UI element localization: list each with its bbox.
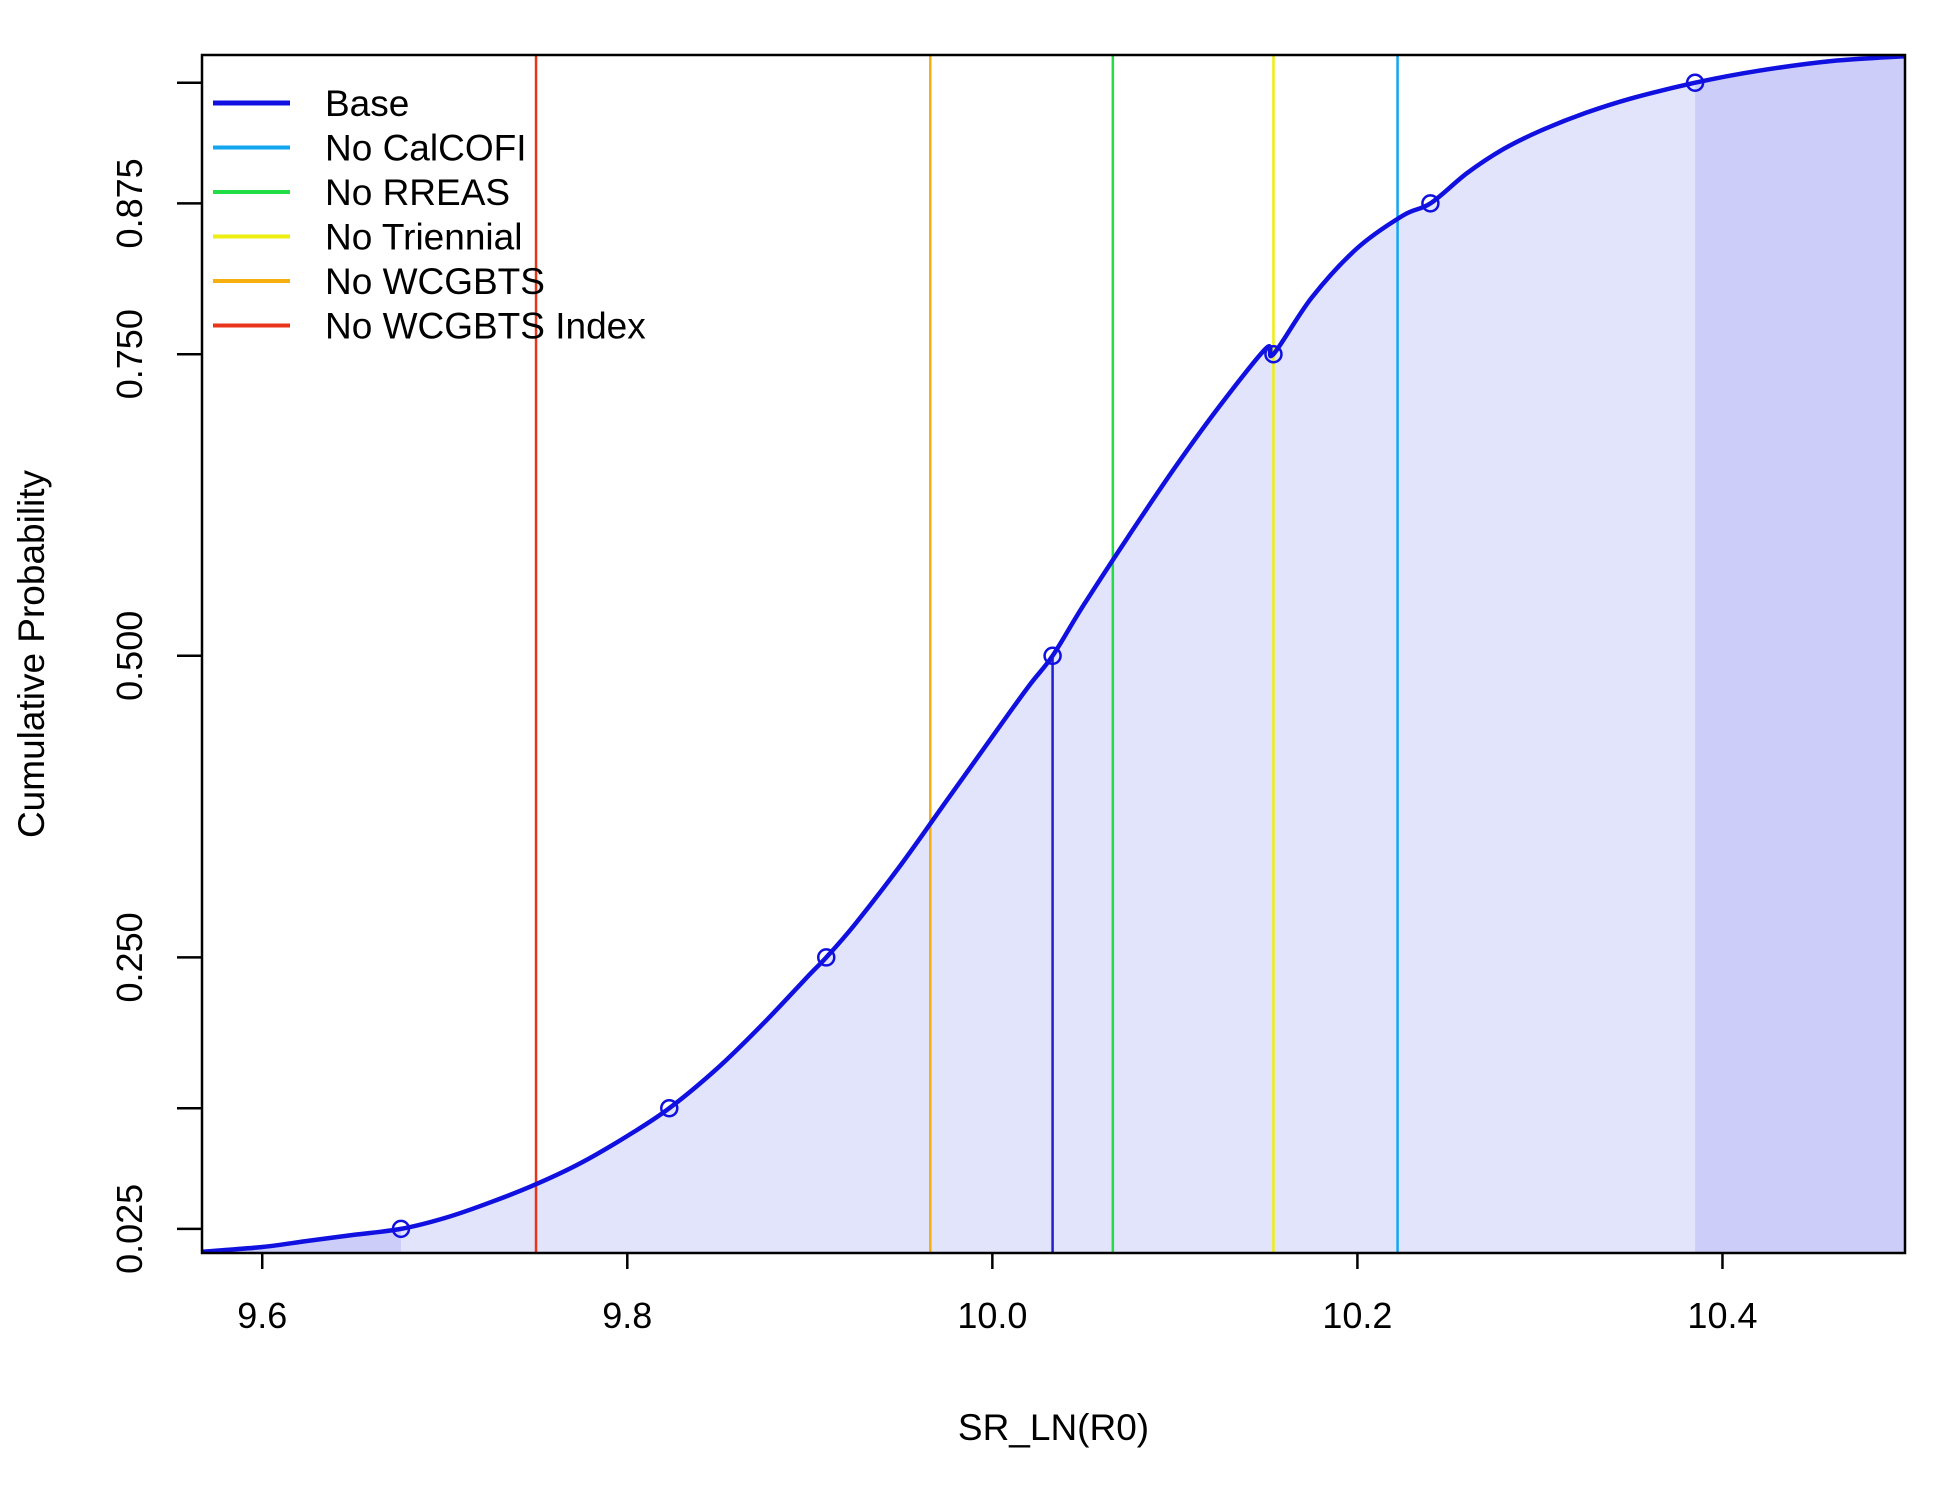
x-tick-label: 9.8 <box>602 1295 652 1336</box>
y-tick-label: 0.025 <box>109 1184 150 1274</box>
upper-tail-fill <box>1695 56 1905 1254</box>
quantile-point <box>1043 646 1062 666</box>
quantile-point <box>1421 194 1440 213</box>
x-tick-label: 10.4 <box>1687 1295 1757 1336</box>
x-tick-label: 10.2 <box>1322 1295 1392 1336</box>
plot-frame <box>200 53 1907 1255</box>
quantile-point <box>1264 344 1283 364</box>
base-cdf-line <box>201 53 1906 1255</box>
y-axis-title: Cumulative Probability <box>11 469 52 838</box>
quantile-point <box>1685 73 1705 92</box>
x-axis-title: SR_LN(R0) <box>958 1407 1149 1448</box>
legend-label: No RREAS <box>325 172 510 213</box>
quantile-point <box>817 948 836 967</box>
legend-label: Base <box>325 83 409 124</box>
y-tick-label: 0.875 <box>109 158 150 248</box>
quantile-point <box>660 1098 679 1118</box>
legend-label: No CalCOFI <box>325 128 526 169</box>
y-tick-label: 0.750 <box>109 309 150 399</box>
y-tick-label: 0.250 <box>109 912 150 1002</box>
x-tick-label: 9.6 <box>237 1295 287 1336</box>
legend-label: No WCGBTS Index <box>325 306 646 347</box>
legend-label: No Triennial <box>325 217 522 258</box>
quantile-point <box>391 1219 411 1239</box>
legend-label: No WCGBTS <box>325 261 545 302</box>
y-tick-label: 0.500 <box>109 611 150 701</box>
x-tick-label: 10.0 <box>957 1295 1027 1336</box>
lower-tail-fill <box>202 1228 401 1253</box>
